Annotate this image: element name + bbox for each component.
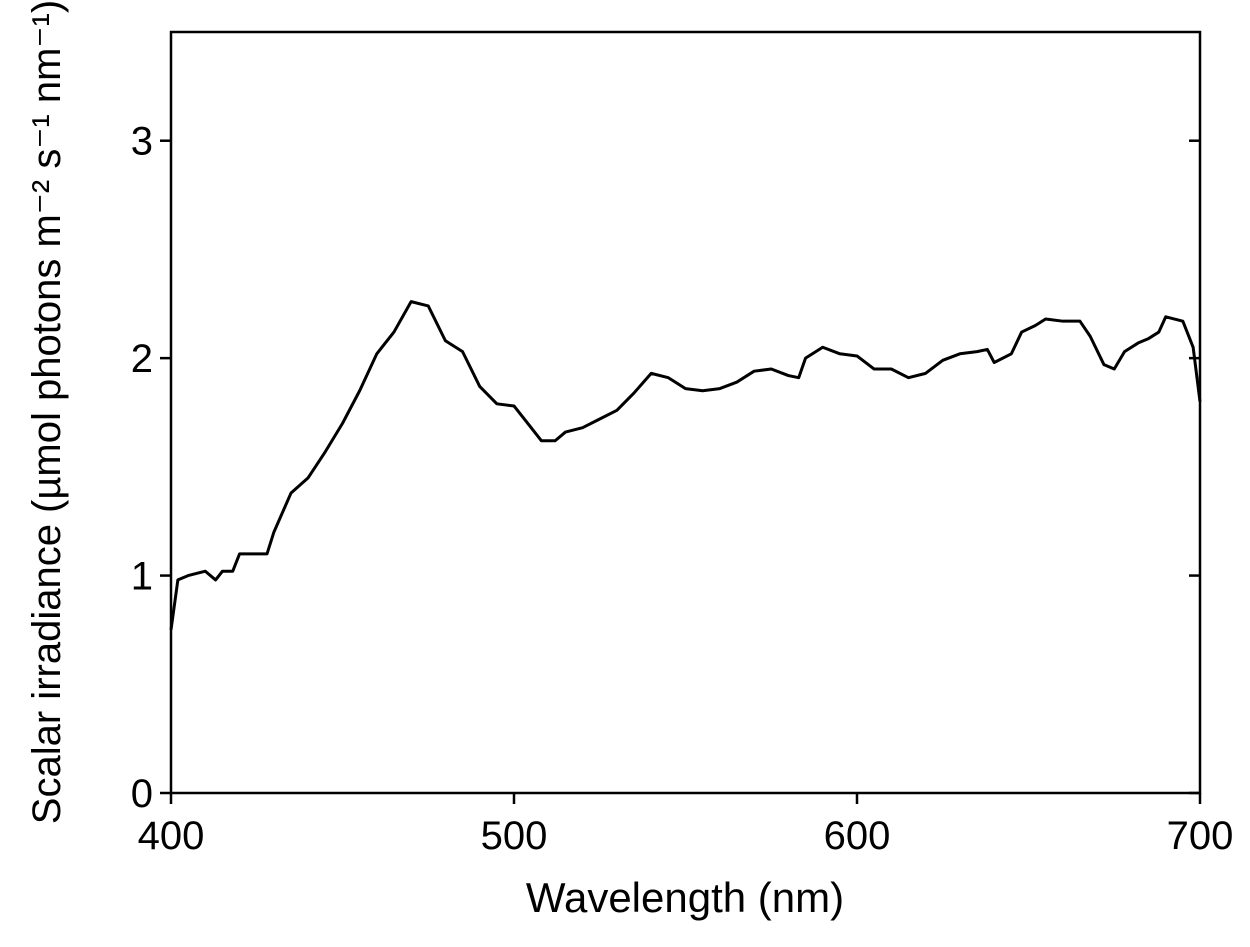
y-axis-label: Scalar irradiance (µmol photons m⁻² s⁻¹ … bbox=[25, 0, 69, 824]
plot-frame bbox=[169, 30, 1202, 795]
x-tick-label: 700 bbox=[1167, 814, 1234, 858]
data-line bbox=[169, 300, 1202, 631]
x-tick-label: 500 bbox=[481, 814, 548, 858]
x-tick-label: 600 bbox=[824, 814, 891, 858]
x-axis-label: Wavelength (nm) bbox=[526, 874, 844, 921]
y-tick-label: 0 bbox=[131, 772, 153, 816]
x-tick-label: 400 bbox=[138, 814, 205, 858]
y-tick-label: 2 bbox=[131, 337, 153, 381]
y-tick-label: 3 bbox=[131, 120, 153, 164]
y-tick-label: 1 bbox=[131, 555, 153, 599]
